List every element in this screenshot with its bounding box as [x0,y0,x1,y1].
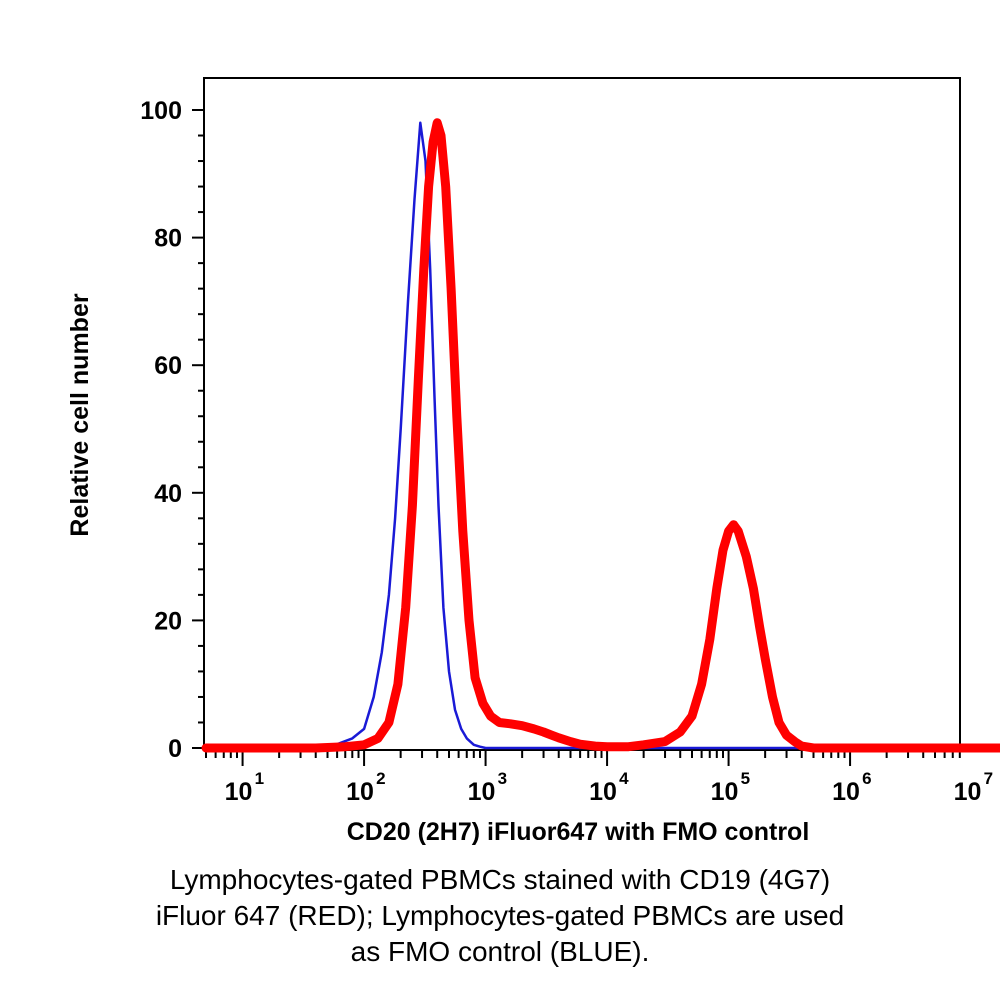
x-tick-label: 10 [711,778,739,806]
fmo-control-series [204,121,1000,750]
x-tick-label: 10 [954,778,982,806]
x-tick-exponent: 3 [498,769,507,788]
x-tick-label: 10 [589,778,617,806]
caption-line: as FMO control (BLUE). [350,936,650,967]
y-axis-title: Relative cell number [66,293,94,536]
y-tick-label: 40 [154,480,182,508]
stained-series [201,118,1000,753]
x-tick-exponent: 2 [376,769,385,788]
y-tick-label: 100 [140,97,182,125]
series-group [201,118,1000,753]
x-axis: 10 1 10 2 10 3 10 4 10 5 10 6 10 7 [205,750,993,806]
caption-line: iFluor 647 (RED); Lymphocytes-gated PBMC… [155,900,845,931]
x-tick-exponent: 5 [741,769,750,788]
plot-frame [203,77,961,751]
x-tick-exponent: 1 [255,769,264,788]
x-tick-label: 10 [225,778,253,806]
x-tick-exponent: 7 [984,769,993,788]
x-tick-exponent: 6 [862,769,871,788]
y-tick-label: 80 [154,225,182,253]
figure-caption: Lymphocytes-gated PBMCs stained with CD1… [0,862,1000,970]
caption-line: Lymphocytes-gated PBMCs stained with CD1… [169,864,831,895]
x-tick-exponent: 4 [619,769,629,788]
y-tick-label: 60 [154,352,182,380]
x-tick-label: 10 [832,778,860,806]
y-axis: 0 20 40 60 80 100 [140,97,204,763]
y-tick-label: 0 [168,735,182,763]
x-tick-label: 10 [346,778,374,806]
x-tick-label: 10 [468,778,496,806]
y-tick-label: 20 [154,607,182,635]
x-axis-title: CD20 (2H7) iFluor647 with FMO control [347,818,810,846]
